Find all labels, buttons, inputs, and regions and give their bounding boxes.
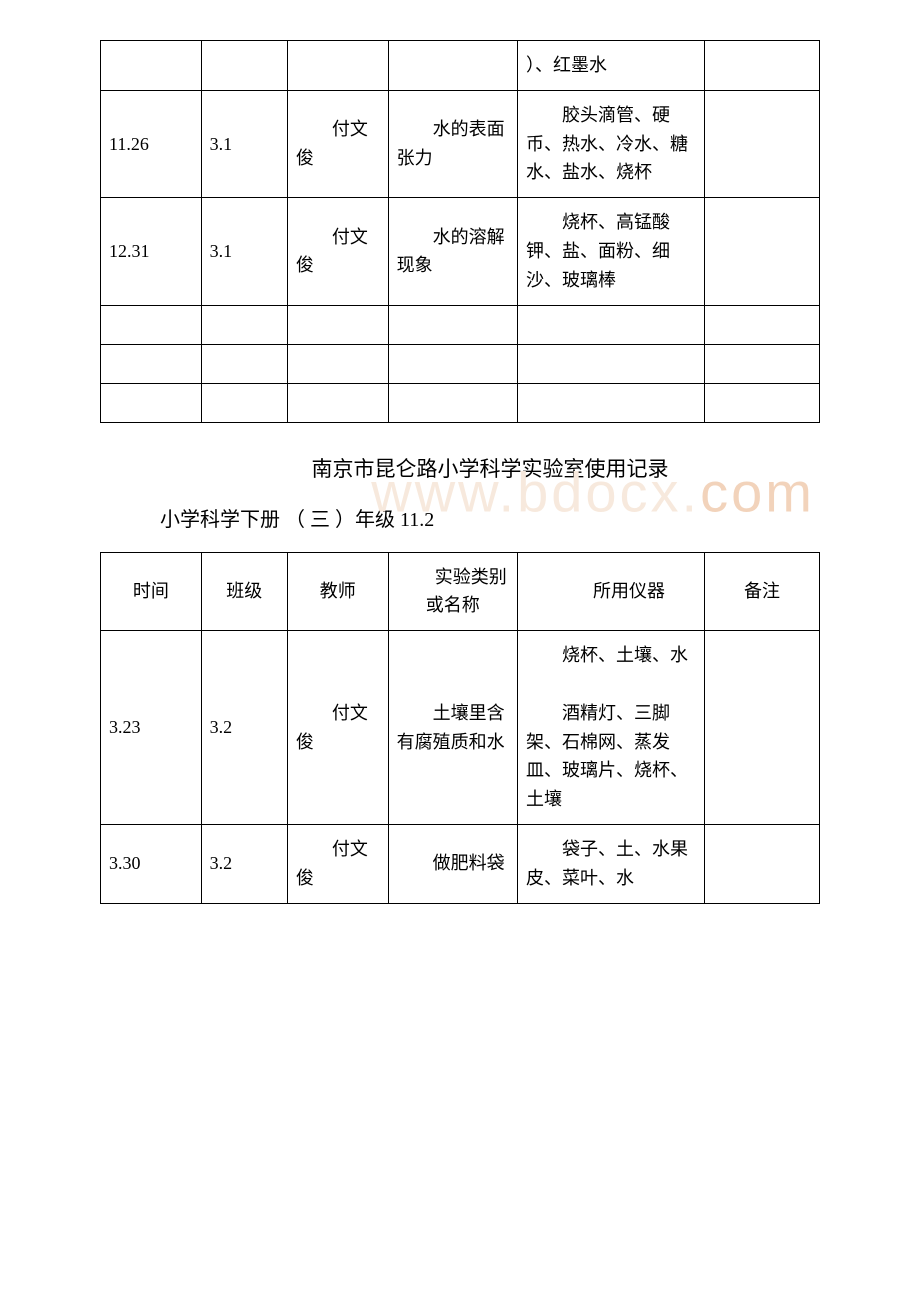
tools-part-a: 烧杯、土壤、水: [562, 645, 688, 665]
tools-part-b: 酒精灯、三脚架、石棉网、蒸发皿、玻璃片、烧杯、土壤: [526, 699, 696, 814]
section-heading: www.bdocx.com 南京市昆仑路小学科学实验室使用记录 小学科学下册 （…: [100, 453, 820, 532]
note-cell: [704, 198, 819, 305]
tools-cell: ）、红墨水: [517, 41, 704, 91]
table-row-empty: [101, 383, 820, 422]
note-cell: [704, 90, 819, 197]
note-cell: [704, 824, 819, 903]
class-cell: 3.1: [201, 90, 287, 197]
time-cell: 3.30: [101, 824, 202, 903]
tools-cell: 烧杯、土壤、水 酒精灯、三脚架、石棉网、蒸发皿、玻璃片、烧杯、土壤: [517, 631, 704, 825]
experiment-cell: 水的表面张力: [388, 90, 517, 197]
table-row: ）、红墨水: [101, 41, 820, 91]
table-row-empty: [101, 305, 820, 344]
header-note: 备注: [704, 552, 819, 631]
time-cell: 3.23: [101, 631, 202, 825]
table-row: 11.26 3.1 付文俊 水的表面张力 胶头滴管、硬币、热水、冷水、糖水、盐水…: [101, 90, 820, 197]
experiment-cell: 做肥料袋: [388, 824, 517, 903]
table-row-empty: [101, 344, 820, 383]
table-row: 3.23 3.2 付文俊 土壤里含有腐殖质和水 烧杯、土壤、水 酒精灯、三脚架、…: [101, 631, 820, 825]
tools-cell: 胶头滴管、硬币、热水、冷水、糖水、盐水、烧杯: [517, 90, 704, 197]
table-row: 3.30 3.2 付文俊 做肥料袋 袋子、土、水果皮、菜叶、水: [101, 824, 820, 903]
page-subtitle: 小学科学下册 （ 三 ）年级 11.2: [160, 503, 820, 532]
header-experiment: 实验类别或名称: [388, 552, 517, 631]
experiment-cell: [388, 41, 517, 91]
teacher-cell: 付文俊: [287, 631, 388, 825]
header-teacher: 教师: [287, 552, 388, 631]
table-header-row: 时间 班级 教师 实验类别或名称 所用仪器 备注: [101, 552, 820, 631]
experiment-cell: 水的溶解现象: [388, 198, 517, 305]
time-cell: [101, 41, 202, 91]
class-cell: 3.1: [201, 198, 287, 305]
tools-cell: 烧杯、高锰酸钾、盐、面粉、细沙、玻璃棒: [517, 198, 704, 305]
class-cell: 3.2: [201, 824, 287, 903]
time-cell: 12.31: [101, 198, 202, 305]
header-time: 时间: [101, 552, 202, 631]
table-row: 12.31 3.1 付文俊 水的溶解现象 烧杯、高锰酸钾、盐、面粉、细沙、玻璃棒: [101, 198, 820, 305]
header-class: 班级: [201, 552, 287, 631]
teacher-cell: 付文俊: [287, 824, 388, 903]
experiment-table-2: 时间 班级 教师 实验类别或名称 所用仪器 备注 3.23 3.2 付文俊 土壤…: [100, 552, 820, 904]
teacher-cell: [287, 41, 388, 91]
note-cell: [704, 631, 819, 825]
teacher-cell: 付文俊: [287, 198, 388, 305]
experiment-table-1: ）、红墨水 11.26 3.1 付文俊 水的表面张力 胶头滴管、硬币、热水、冷水…: [100, 40, 820, 423]
teacher-cell: 付文俊: [287, 90, 388, 197]
class-cell: [201, 41, 287, 91]
tools-cell: 袋子、土、水果皮、菜叶、水: [517, 824, 704, 903]
header-tools: 所用仪器: [517, 552, 704, 631]
class-cell: 3.2: [201, 631, 287, 825]
time-cell: 11.26: [101, 90, 202, 197]
experiment-cell: 土壤里含有腐殖质和水: [388, 631, 517, 825]
page-title: 南京市昆仑路小学科学实验室使用记录: [160, 453, 820, 483]
note-cell: [704, 41, 819, 91]
